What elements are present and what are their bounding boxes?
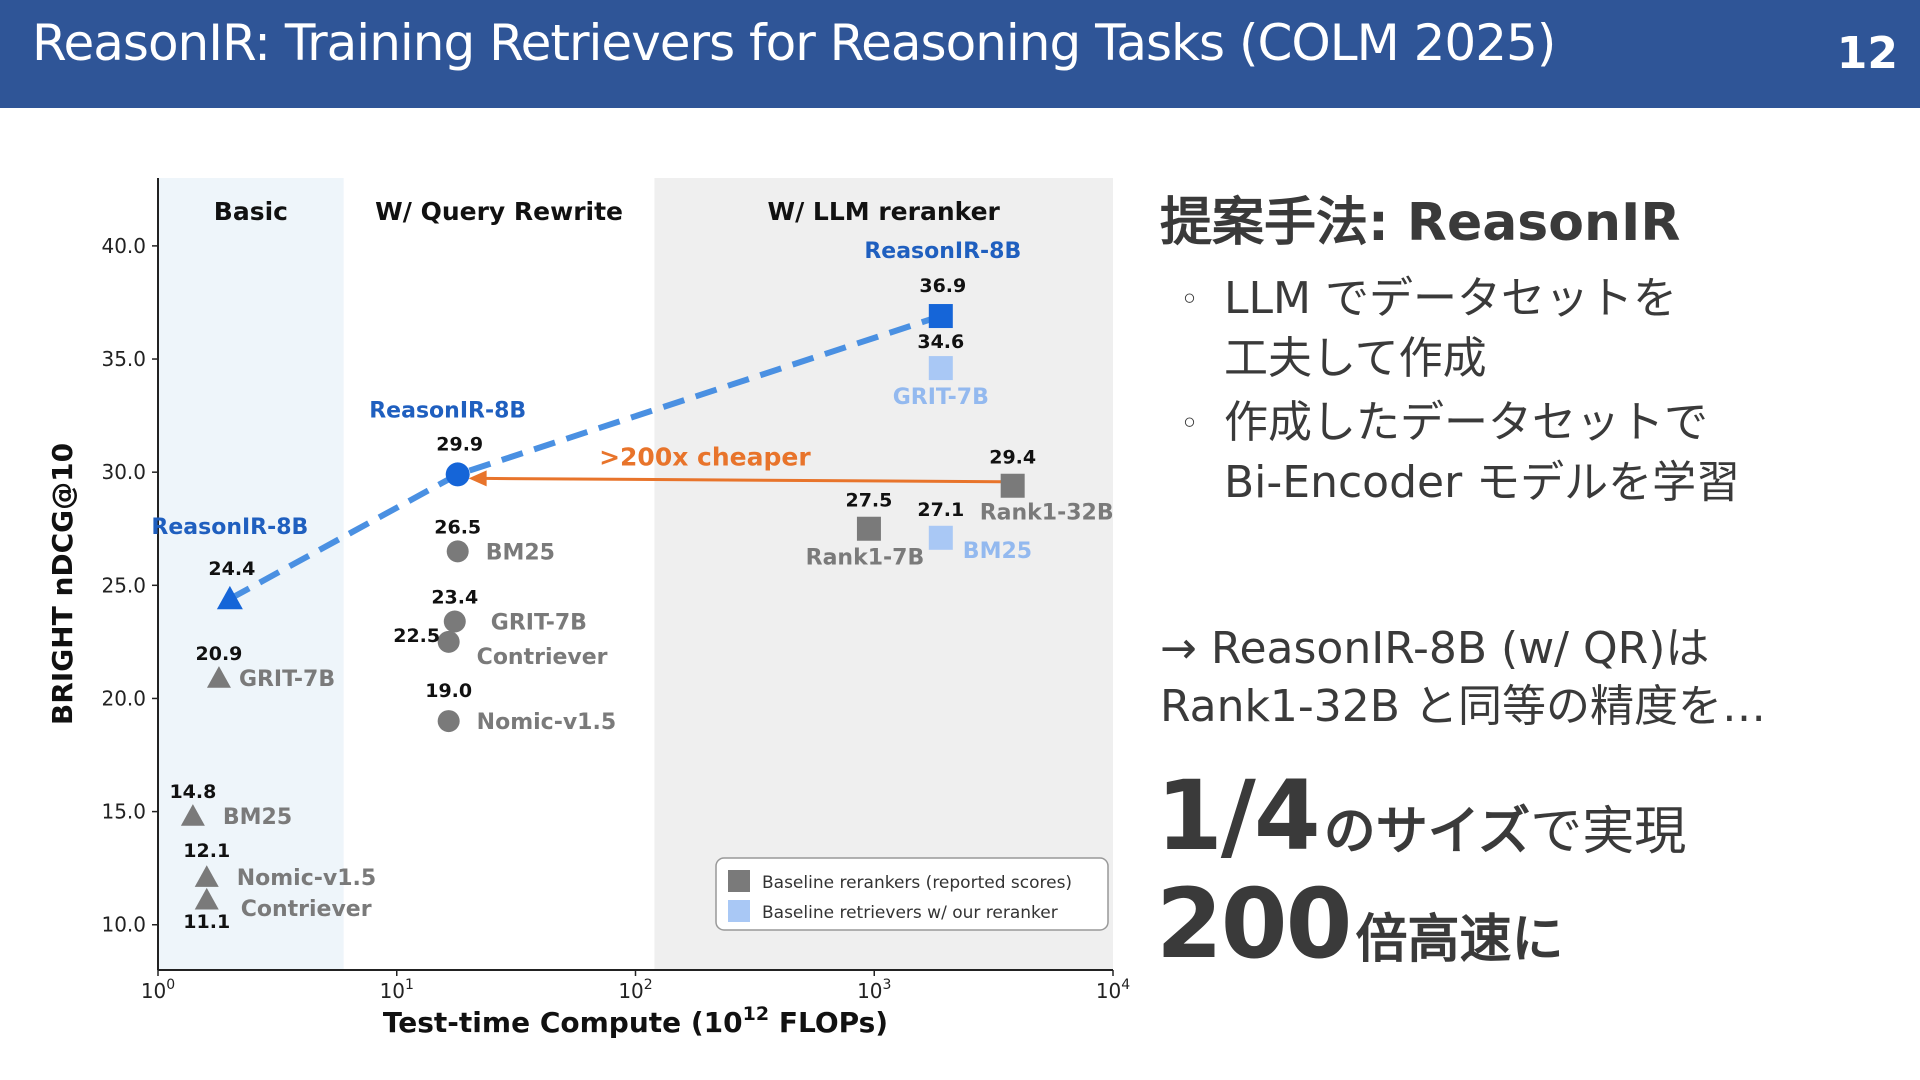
bullet-marker: ◦ bbox=[1180, 280, 1199, 318]
data-value-label: 27.5 bbox=[845, 490, 892, 512]
slide-header: ReasonIR: Training Retrievers for Reason… bbox=[0, 0, 1920, 108]
chart-region bbox=[158, 178, 344, 970]
highlight-number: 200 bbox=[1156, 868, 1352, 980]
circle-marker bbox=[446, 540, 469, 563]
legend-swatch bbox=[728, 900, 750, 922]
y-tick-label: 15.0 bbox=[101, 800, 146, 824]
data-value-label: 29.9 bbox=[436, 433, 483, 455]
y-tick-label: 35.0 bbox=[101, 347, 146, 371]
data-name-label: GRIT-7B bbox=[893, 385, 989, 410]
conclusion-text: → ReasonIR-8B (w/ QR)は Rank1-32B と同等の精度を… bbox=[1160, 620, 1900, 736]
data-value-label: 26.5 bbox=[434, 516, 481, 538]
data-value-label: 24.4 bbox=[208, 558, 255, 580]
page-number: 12 bbox=[1836, 28, 1898, 79]
annotation-arrow-head bbox=[468, 470, 487, 487]
bullet-item: ◦ 作成したデータセットで Bi-Encoder モデルを学習 bbox=[1180, 393, 1900, 513]
data-name-label: GRIT-7B bbox=[491, 611, 587, 636]
data-value-label: 27.1 bbox=[917, 499, 964, 521]
data-name-label: BM25 bbox=[486, 540, 555, 565]
highlight-normal-text: で実現 bbox=[1530, 802, 1687, 862]
chart-region bbox=[343, 178, 655, 970]
data-value-label: 22.5 bbox=[393, 625, 440, 647]
data-value-label: 11.1 bbox=[183, 911, 230, 933]
square-marker bbox=[856, 516, 881, 541]
chart-container: Basic W/ Query Rewrite W/ LLM reranker 10.0… bbox=[40, 170, 1140, 1050]
circle-marker bbox=[437, 710, 460, 733]
data-name-label: GRIT-7B bbox=[239, 667, 335, 692]
highlight-size: 1/4 のサイズで実現 bbox=[1156, 760, 1686, 872]
y-tick-label: 30.0 bbox=[101, 460, 146, 484]
region-label: W/ Query Rewrite bbox=[375, 197, 623, 226]
data-value-label: 14.8 bbox=[169, 781, 216, 803]
square-marker bbox=[928, 304, 953, 329]
circle-marker bbox=[443, 610, 466, 633]
data-name-label: Nomic-v1.5 bbox=[477, 710, 616, 735]
data-name-label: BM25 bbox=[223, 805, 292, 830]
x-tick-label: 101 bbox=[380, 977, 414, 1003]
data-value-label: 36.9 bbox=[919, 275, 966, 297]
triangle-marker bbox=[206, 666, 231, 688]
bullet-marker: ◦ bbox=[1180, 404, 1199, 442]
highlight-bold-text: のサイズ bbox=[1323, 802, 1531, 862]
data-name-label: ReasonIR-8B bbox=[369, 398, 526, 423]
bullet-list: ◦ LLM でデータセットを 工夫して作成 ◦ 作成したデータセットで Bi-E… bbox=[1160, 269, 1900, 513]
bullet-line: 作成したデータセットで bbox=[1224, 397, 1708, 448]
data-value-label: 12.1 bbox=[183, 840, 230, 862]
region-label: W/ LLM reranker bbox=[768, 197, 1001, 226]
bullet-line: LLM でデータセットを bbox=[1224, 273, 1677, 324]
data-name-label: Rank1-7B bbox=[806, 546, 925, 571]
data-name-label: BM25 bbox=[963, 539, 1032, 564]
circle-marker bbox=[445, 462, 470, 487]
y-tick-label: 10.0 bbox=[101, 913, 146, 937]
circle-marker bbox=[437, 630, 460, 653]
data-name-label: Contriever bbox=[241, 897, 372, 922]
data-value-label: 23.4 bbox=[431, 587, 478, 609]
section-title: 提案手法: ReasonIR bbox=[1160, 193, 1681, 253]
highlight-number: 1/4 bbox=[1156, 760, 1321, 872]
y-axis-label: BRIGHT nDCG@10 bbox=[46, 443, 79, 725]
data-name-label: ReasonIR-8B bbox=[151, 515, 308, 540]
legend-box bbox=[715, 857, 1109, 931]
data-value-label: 34.6 bbox=[917, 331, 964, 353]
right-panel: 提案手法: ReasonIR ◦ LLM でデータセットを 工夫して作成 ◦ 作… bbox=[1160, 180, 1900, 517]
bullet-item: ◦ LLM でデータセットを 工夫して作成 bbox=[1180, 269, 1900, 389]
triangle-marker bbox=[180, 804, 205, 826]
data-value-label: 19.0 bbox=[425, 680, 472, 702]
highlight-speed: 200 倍高速に bbox=[1156, 868, 1564, 980]
scatter-chart: Basic W/ Query Rewrite W/ LLM reranker 10.0… bbox=[46, 178, 1130, 1039]
data-name-label: Nomic-v1.5 bbox=[237, 866, 376, 891]
legend-label: Baseline rerankers (reported scores) bbox=[762, 873, 1072, 893]
x-tick-label: 103 bbox=[857, 977, 891, 1003]
triangle-marker bbox=[216, 585, 243, 610]
square-marker bbox=[928, 356, 953, 381]
square-marker bbox=[928, 525, 953, 550]
highlight-bold-text: 倍高速に bbox=[1355, 910, 1564, 970]
annotation-label: >200x cheaper bbox=[599, 443, 811, 472]
y-tick-label: 25.0 bbox=[101, 573, 146, 597]
data-value-label: 29.4 bbox=[989, 447, 1036, 469]
bullet-line: 工夫して作成 bbox=[1224, 333, 1487, 384]
data-name-label: ReasonIR-8B bbox=[864, 239, 1021, 264]
region-label: Basic bbox=[214, 197, 288, 226]
annotation-arrow-line bbox=[482, 476, 1002, 484]
y-tick-label: 20.0 bbox=[101, 686, 146, 710]
data-value-label: 20.9 bbox=[196, 643, 243, 665]
square-marker bbox=[1000, 473, 1025, 498]
legend-label: Baseline retrievers w/ our reranker bbox=[762, 903, 1058, 923]
conclusion-line: Rank1-32B と同等の精度を… bbox=[1160, 681, 1766, 732]
legend-swatch bbox=[728, 870, 750, 892]
y-tick-label: 40.0 bbox=[101, 234, 146, 258]
triangle-marker bbox=[194, 887, 219, 910]
triangle-marker bbox=[194, 865, 219, 887]
x-tick-label: 102 bbox=[618, 977, 652, 1003]
conclusion-line: → ReasonIR-8B (w/ QR)は bbox=[1160, 623, 1710, 674]
data-name-label: Contriever bbox=[477, 645, 608, 670]
slide-title: ReasonIR: Training Retrievers for Reason… bbox=[32, 14, 1556, 72]
x-tick-label: 104 bbox=[1096, 977, 1130, 1003]
x-tick-label: 100 bbox=[141, 977, 175, 1003]
x-axis-label: Test-time Compute (1012 FLOPs) bbox=[383, 1003, 888, 1039]
data-name-label: Rank1-32B bbox=[980, 501, 1114, 526]
bullet-line: Bi-Encoder モデルを学習 bbox=[1224, 457, 1741, 508]
chart-region bbox=[654, 178, 1113, 970]
